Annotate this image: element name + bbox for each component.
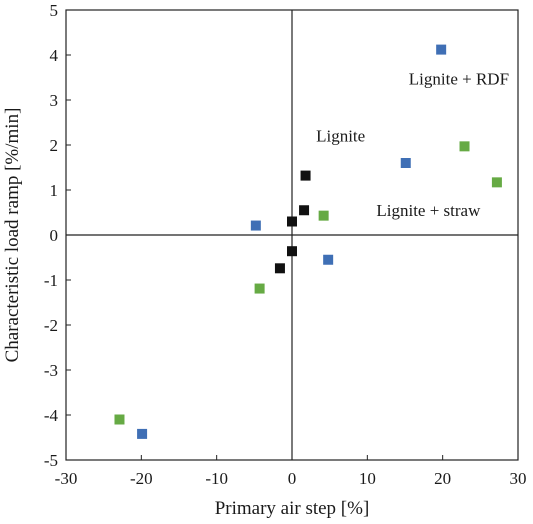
y-tick-label: 5 xyxy=(50,1,59,20)
series-annotation: Lignite + straw xyxy=(376,201,481,220)
y-tick-label: -3 xyxy=(44,361,58,380)
points-layer xyxy=(114,44,502,439)
x-tick-label: -30 xyxy=(55,469,78,488)
y-tick-label: 3 xyxy=(50,91,59,110)
x-tick-label: 10 xyxy=(359,469,376,488)
x-tick-label: -10 xyxy=(205,469,228,488)
data-point-lignite-straw xyxy=(114,414,125,425)
x-tick-label: 30 xyxy=(510,469,527,488)
data-point-lignite-rdf xyxy=(400,158,411,168)
x-tick-label: 0 xyxy=(288,469,297,488)
data-point-lignite-straw xyxy=(459,141,470,152)
data-point-lignite xyxy=(274,263,285,274)
data-point-lignite xyxy=(287,246,297,257)
annotation-layer: Lignite + RDF Lignite Lignite + straw xyxy=(316,69,509,220)
y-tick-label: 1 xyxy=(50,181,59,200)
y-tick-label: 4 xyxy=(50,46,59,65)
series-annotation: Lignite xyxy=(316,126,365,145)
x-tick-label: 20 xyxy=(434,469,451,488)
x-axis-title: Primary air step [%] xyxy=(215,498,370,519)
data-point-lignite-straw xyxy=(491,177,502,188)
data-point-lignite-straw xyxy=(254,283,265,294)
data-point-lignite-rdf xyxy=(137,428,148,439)
y-tick-label: -2 xyxy=(44,316,58,335)
data-point-lignite xyxy=(300,170,311,181)
data-point-lignite-rdf xyxy=(250,220,261,231)
y-tick-label: 0 xyxy=(50,226,59,245)
data-point-lignite xyxy=(287,216,297,227)
series-annotation: Lignite + RDF xyxy=(409,69,509,88)
y-tick-label: -4 xyxy=(44,406,59,425)
y-tick-label: -5 xyxy=(44,451,58,470)
y-axis-title: Characteristic load ramp [%/min] xyxy=(2,108,23,363)
data-point-lignite-straw xyxy=(318,210,329,221)
data-point-lignite-rdf xyxy=(436,44,447,55)
data-point-lignite-rdf xyxy=(323,254,334,265)
x-tick-label: -20 xyxy=(130,469,153,488)
y-tick-label: -1 xyxy=(44,271,58,290)
y-tick-label: 2 xyxy=(50,136,59,155)
data-point-lignite xyxy=(299,205,310,216)
